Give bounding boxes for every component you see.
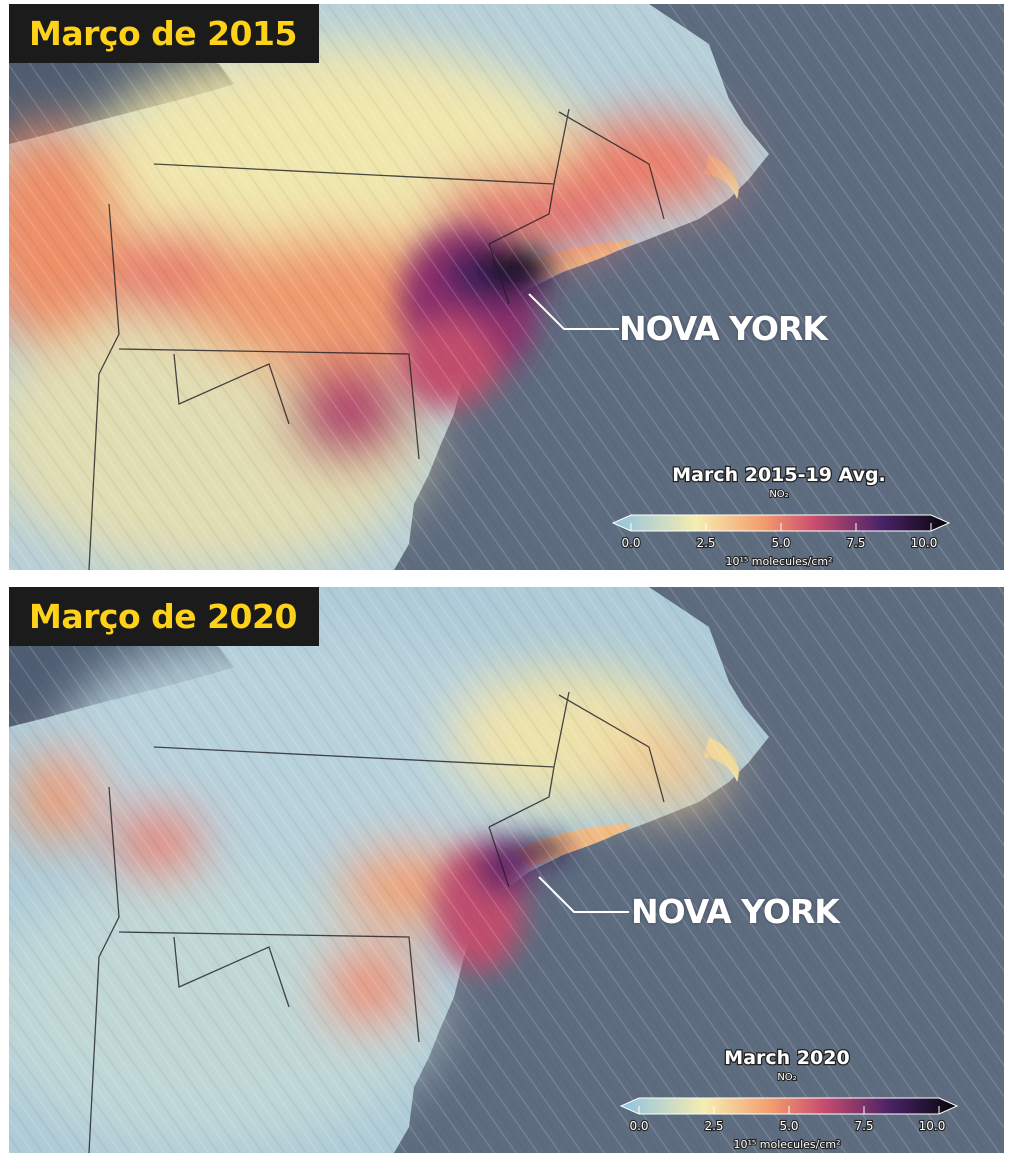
tick-label: 2.5 — [696, 536, 715, 550]
tick-label: 0.0 — [629, 1119, 648, 1133]
colorbar-legend-2015: March 2015-19 Avg. NO₂ 0.0 2.5 5.0 7.5 1… — [609, 459, 951, 569]
legend-subtitle: NO₂ — [769, 489, 788, 500]
tick-label: 10.0 — [911, 536, 938, 550]
title-box-2015: Março de 2015 — [9, 4, 319, 63]
no2-map-2015 — [9, 4, 1004, 570]
tick-label: 5.0 — [771, 536, 790, 550]
city-label-new-york: NOVA YORK — [619, 309, 828, 348]
panel-title: Março de 2015 — [29, 14, 297, 53]
tick-label: 7.5 — [854, 1119, 873, 1133]
legend-title: March 2015-19 Avg. — [672, 464, 886, 486]
map-panel-2015: Março de 2015 NOVA YORK March 2015-19 Av… — [9, 4, 1004, 570]
colorbar-legend-2020: March 2020 NO₂ 0.0 2.5 5.0 7.5 10.0 10¹⁵… — [617, 1042, 959, 1152]
tick-label: 7.5 — [846, 536, 865, 550]
panel-title: Março de 2020 — [29, 597, 297, 636]
state-borders — [88, 691, 665, 1153]
title-box-2020: Março de 2020 — [9, 587, 319, 646]
legend-unit: 10¹⁵ molecules/cm² — [733, 1138, 840, 1151]
legend-title: March 2020 — [724, 1047, 849, 1069]
state-borders — [88, 108, 665, 570]
pointer-line-2020 — [538, 876, 629, 913]
no2-map-2020 — [9, 587, 1004, 1153]
legend-unit: 10¹⁵ molecules/cm² — [725, 555, 832, 568]
tick-label: 10.0 — [919, 1119, 946, 1133]
tick-label: 0.0 — [621, 536, 640, 550]
city-label-new-york: NOVA YORK — [631, 892, 840, 931]
tick-label: 5.0 — [779, 1119, 798, 1133]
tick-label: 2.5 — [704, 1119, 723, 1133]
map-panel-2020: Março de 2020 NOVA YORK March 2020 NO₂ 0… — [9, 587, 1004, 1153]
legend-subtitle: NO₂ — [777, 1072, 796, 1083]
pointer-line-2015 — [528, 293, 619, 330]
